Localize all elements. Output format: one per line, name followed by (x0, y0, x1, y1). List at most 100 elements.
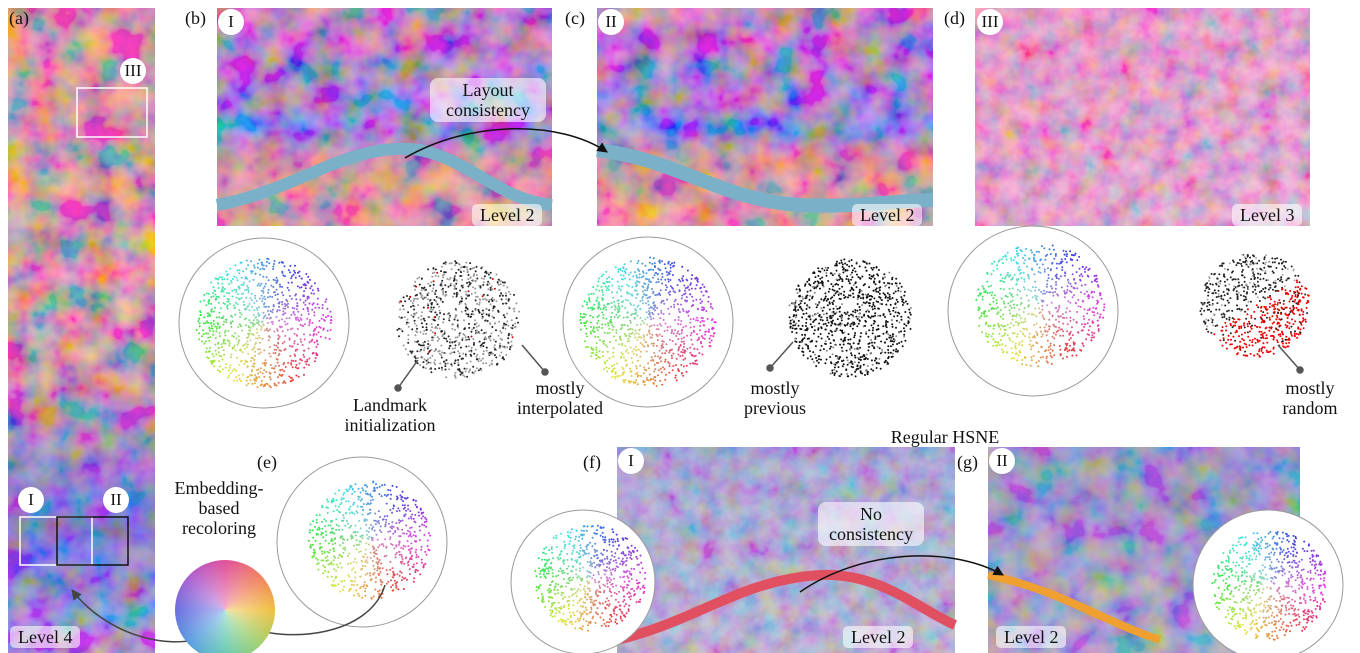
embedding-point (820, 344, 823, 347)
embedding-point (861, 304, 864, 307)
embedding-point (411, 328, 414, 331)
embedding-point (1264, 337, 1267, 340)
embedding-point (285, 317, 288, 320)
embedding-point (872, 289, 875, 292)
embedding-point (903, 333, 906, 336)
embedding-point (1100, 297, 1103, 300)
embedding-point (675, 357, 678, 360)
embedding-point (682, 374, 685, 377)
embedding-point (507, 337, 510, 340)
embedding-point (1042, 355, 1044, 358)
embedding-point (1066, 350, 1069, 353)
embedding-point (1047, 346, 1050, 349)
embedding-point (821, 319, 824, 322)
embedding-point (482, 362, 485, 365)
embedding-point (868, 295, 871, 297)
embedding-point (462, 333, 465, 335)
embedding-point (650, 268, 652, 271)
embedding-point (837, 323, 840, 326)
embedding-point (789, 322, 792, 325)
embedding-point (428, 368, 431, 370)
embedding-point (986, 272, 989, 275)
embedding-point (432, 283, 435, 286)
embedding-point (1290, 325, 1293, 328)
embedding-point (326, 307, 329, 310)
embedding-point (287, 306, 289, 309)
embedding-point (230, 353, 233, 356)
embedding-point (1284, 338, 1287, 341)
embedding-point (833, 322, 836, 325)
embedding-point (281, 313, 284, 316)
embedding-point (854, 332, 857, 334)
embedding-point (203, 316, 206, 319)
embedding-point (411, 302, 414, 305)
embedding-point (597, 307, 599, 310)
embedding-point (795, 299, 797, 302)
embedding-point (1065, 311, 1067, 314)
embedding-point (685, 325, 687, 328)
embedding-point (884, 351, 887, 354)
embedding-point (493, 298, 496, 301)
embedding-point (427, 315, 430, 318)
embedding-point (265, 371, 268, 373)
embedding-point (1237, 318, 1240, 321)
embedding-point (257, 334, 260, 337)
embedding-point (1219, 339, 1222, 342)
embedding-point (468, 322, 470, 325)
embedding-point (305, 273, 308, 275)
embedding-point (679, 355, 682, 358)
embedding-point (1236, 308, 1239, 311)
embedding-point (319, 335, 322, 338)
embedding-point (710, 339, 713, 342)
embedding-point (442, 291, 445, 294)
embedding-point (252, 334, 255, 337)
embedding-point (1274, 282, 1277, 285)
embedding-point (1254, 317, 1256, 320)
embedding-point (579, 315, 582, 318)
embedding-point (1233, 287, 1236, 290)
embedding-point (324, 336, 327, 339)
embedding-point (869, 352, 872, 355)
embedding-point (264, 359, 267, 362)
embedding-point (844, 268, 847, 271)
embedding-point (1265, 326, 1268, 329)
embedding-point (1090, 339, 1093, 342)
embedding-point (635, 297, 638, 299)
embedding-point (1282, 342, 1284, 345)
embedding-point (1078, 274, 1081, 277)
embedding-point (662, 346, 665, 349)
embedding-point (254, 354, 256, 357)
embedding-point (1252, 261, 1254, 264)
embedding-point (644, 264, 647, 267)
embedding-point (645, 350, 648, 353)
embedding-point (603, 282, 606, 285)
embedding-point (868, 329, 871, 332)
embedding-point (897, 287, 900, 290)
embedding-point (238, 285, 240, 288)
embedding-point (600, 285, 603, 288)
embedding-point (464, 336, 467, 339)
embedding-point (1071, 273, 1074, 276)
embedding-point (644, 318, 647, 321)
embedding-point (801, 309, 804, 312)
embedding-point (238, 272, 241, 275)
embedding-point (430, 348, 433, 351)
embedding-point (871, 305, 874, 308)
embedding-point (905, 324, 908, 327)
embedding-point (275, 348, 278, 351)
embedding-point (602, 316, 605, 319)
embedding-point (468, 350, 471, 353)
embedding-point (204, 340, 207, 343)
embedding-point (664, 267, 667, 270)
embedding-point (436, 339, 439, 342)
embedding-point (824, 266, 827, 269)
embedding-point (303, 338, 306, 341)
embedding-point (418, 276, 421, 279)
embedding-point (862, 301, 865, 304)
embedding-point (806, 305, 809, 308)
embedding-point (907, 320, 910, 323)
embedding-point (1284, 346, 1287, 349)
embedding-point (1074, 282, 1077, 285)
embedding-point (634, 336, 637, 339)
embedding-point (601, 299, 604, 302)
